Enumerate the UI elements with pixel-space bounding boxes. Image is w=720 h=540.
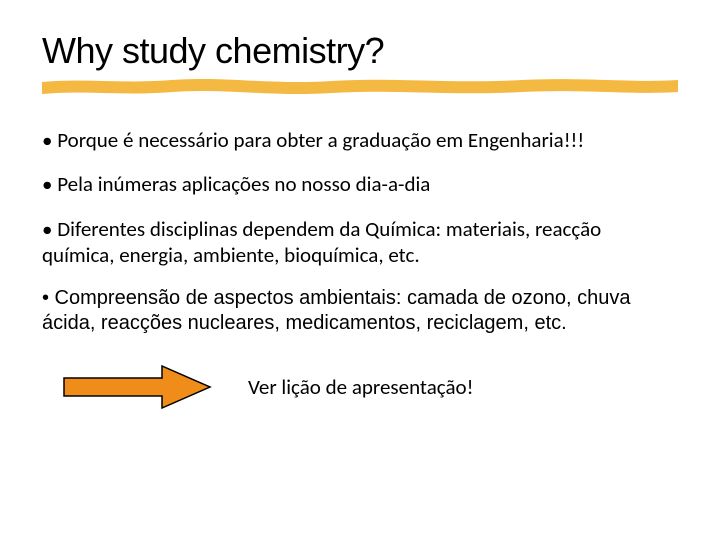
title-underline	[42, 78, 678, 94]
slide-title: Why study chemistry?	[42, 30, 678, 72]
arrow-right-icon	[62, 364, 212, 410]
footer-text: Ver lição de apresentação!	[248, 374, 473, 400]
footer-row: Ver lição de apresentação!	[42, 364, 678, 410]
bullet-item: • Compreensão de aspectos ambientais: ca…	[42, 286, 678, 336]
slide: Why study chemistry? • Porque é necessár…	[0, 0, 720, 540]
bullet-item: • Diferentes disciplinas dependem da Quí…	[42, 216, 678, 269]
bullet-list: • Porque é necessário para obter a gradu…	[42, 127, 678, 336]
bullet-item: • Porque é necessário para obter a gradu…	[42, 127, 678, 153]
bullet-item: • Pela inúmeras aplicações no nosso dia-…	[42, 171, 678, 197]
